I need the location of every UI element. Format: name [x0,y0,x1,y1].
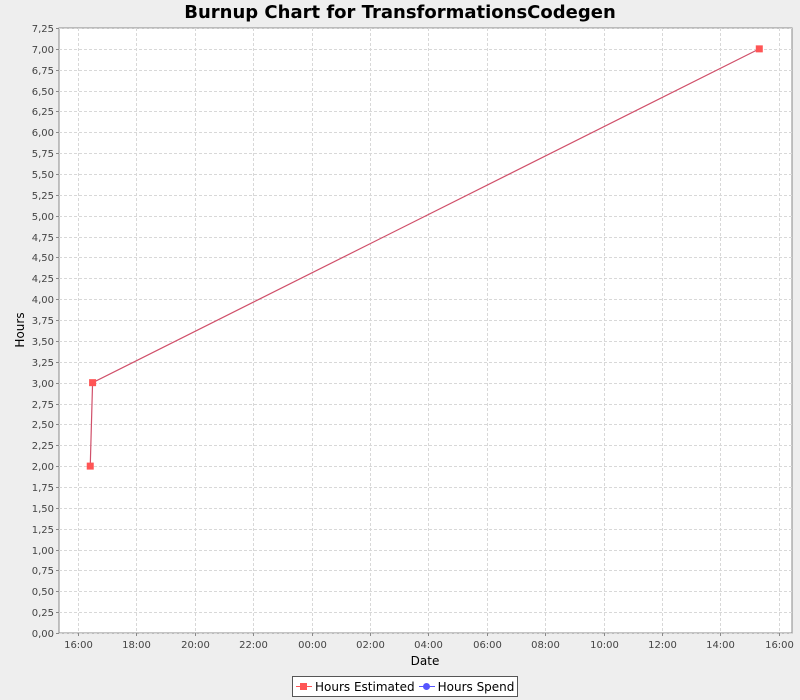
y-tick-label: 3,50 [32,337,54,348]
square-marker-icon [296,682,312,692]
y-tick-label: 2,25 [32,441,54,452]
legend-label-hours-spend: Hours Spend [437,679,515,694]
y-tick-label: 5,25 [32,191,54,202]
x-tick-label: 12:00 [648,640,677,651]
x-tick-label: 08:00 [531,640,560,651]
x-tick-label: 10:00 [590,640,619,651]
x-tick-label: 00:00 [298,640,327,651]
plot-area [58,27,793,634]
x-tick-label: 16:00 [64,640,93,651]
x-tick-label: 04:00 [414,640,443,651]
x-tick-label: 16:00 [765,640,794,651]
y-tick-label: 7,25 [32,24,54,35]
y-tick-label: 0,25 [32,608,54,619]
y-tick-label: 0,75 [32,566,54,577]
data-point [89,379,97,387]
y-tick-label: 6,00 [32,128,54,139]
data-point [755,45,763,53]
y-tick-label: 3,25 [32,358,54,369]
y-tick-label: 4,75 [32,233,54,244]
grid [59,28,792,634]
legend-label-hours-estimated: Hours Estimated [315,679,415,694]
legend: Hours Estimated Hours Spend [292,676,519,697]
y-tick-label: 4,50 [32,253,54,264]
x-tick-label: 06:00 [473,640,502,651]
series-layer [86,45,763,470]
y-axis: 0,00 0,25 0,50 0,75 1,00 1,25 1,50 1,75 2,00 2,25… [32,24,59,640]
y-tick-label: 1,50 [32,504,54,515]
x-tick-label: 20:00 [181,640,210,651]
chart-title: Burnup Chart for TransformationsCodegen [184,2,616,23]
y-tick-label: 1,75 [32,483,54,494]
y-tick-label: 2,00 [32,462,54,473]
y-tick-label: 3,75 [32,316,54,327]
y-tick-label: 2,75 [32,400,54,411]
x-tick-label: 02:00 [356,640,385,651]
y-tick-label: 3,00 [32,379,54,390]
legend-item-hours-spend: Hours Spend [418,679,515,694]
y-tick-label: 4,00 [32,295,54,306]
y-tick-label: 6,75 [32,66,54,77]
y-tick-label: 5,75 [32,149,54,160]
y-tick-label: 0,50 [32,587,54,598]
y-axis-title: Hours [13,312,27,347]
data-point [86,462,94,470]
x-axis-title: Date [411,654,440,668]
y-tick-label: 5,00 [32,212,54,223]
y-tick-label: 1,00 [32,546,54,557]
y-tick-label: 6,25 [32,107,54,118]
x-axis: 16:00 18:00 20:00 22:00 00:00 02:00 04:00 06:00… [64,633,794,651]
legend-item-hours-estimated: Hours Estimated [296,680,415,694]
y-tick-label: 7,00 [32,45,54,56]
y-tick-label: 0,00 [32,629,54,640]
x-tick-label: 18:00 [122,640,151,651]
y-tick-label: 1,25 [32,525,54,536]
y-tick-label: 6,50 [32,87,54,98]
y-tick-label: 4,25 [32,274,54,285]
y-tick-label: 2,50 [32,420,54,431]
y-tick-label: 5,50 [32,170,54,181]
circle-marker-icon [418,682,435,692]
x-tick-label: 22:00 [239,640,268,651]
x-tick-label: 14:00 [706,640,735,651]
